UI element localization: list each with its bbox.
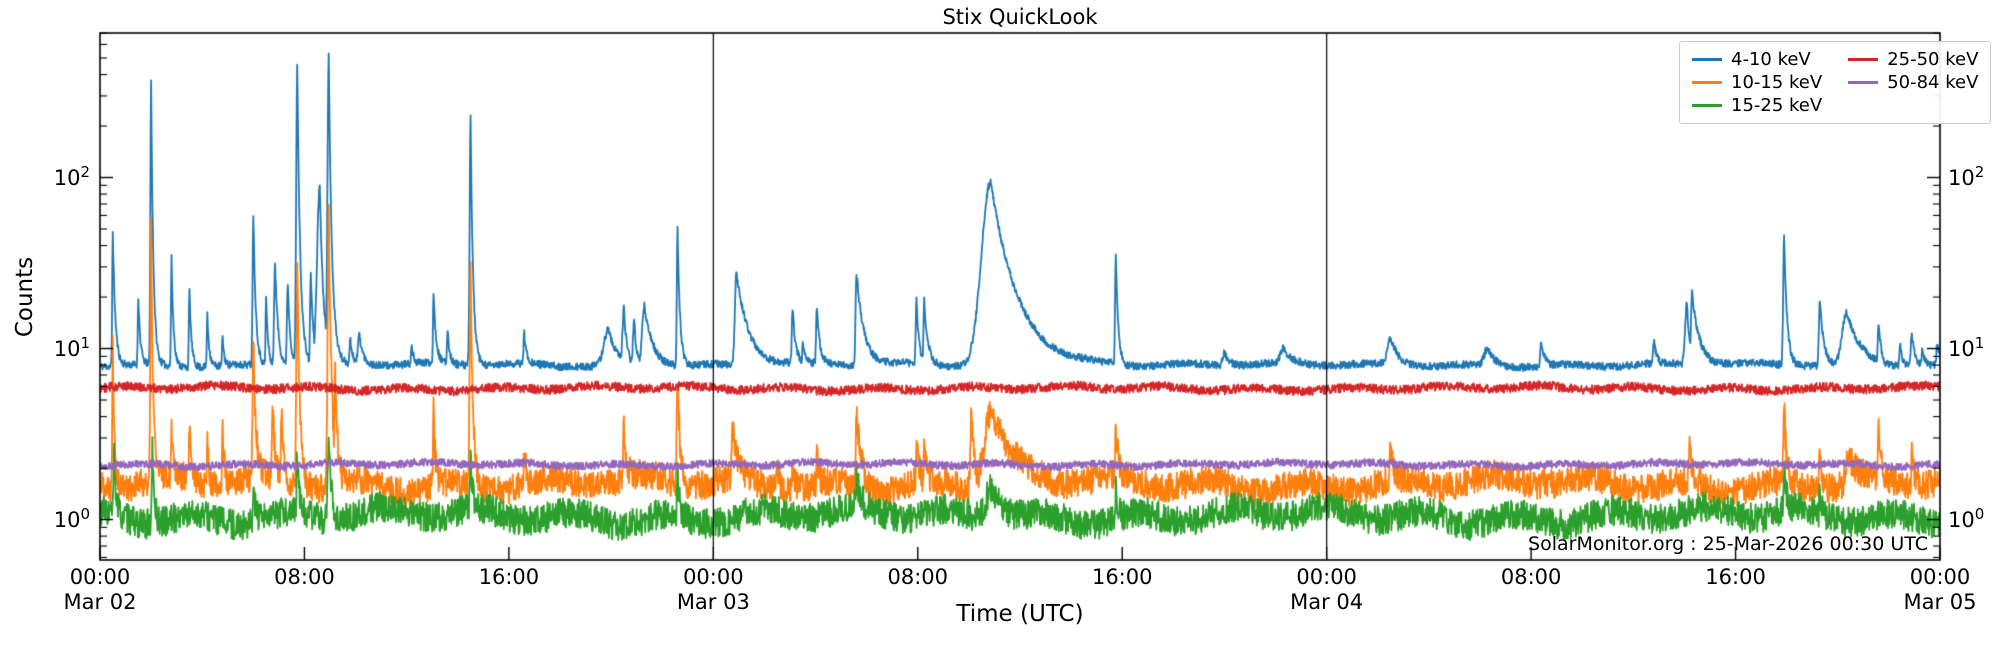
- x-tick-label: 08:00: [887, 565, 949, 589]
- legend-line-swatch: [1848, 58, 1879, 61]
- x-axis-label: Time (UTC): [956, 601, 1084, 627]
- legend-item: 50-84 keV: [1848, 72, 1978, 93]
- x-tick-date-label: Mar 03: [676, 590, 750, 614]
- legend-item: 10-15 keV: [1692, 72, 1822, 93]
- legend-line-swatch: [1692, 81, 1722, 84]
- x-tick-label: 16:00: [1091, 565, 1153, 589]
- x-tick-label: 00:00: [69, 565, 131, 589]
- legend-label: 4-10 keV: [1731, 49, 1811, 70]
- x-tick-label: 16:00: [1705, 565, 1766, 589]
- x-tick-date-label: Mar 04: [1290, 590, 1364, 614]
- legend-label: 50-84 keV: [1887, 72, 1979, 93]
- x-tick-label: 16:00: [478, 565, 540, 589]
- y-axis-label: Counts: [12, 256, 38, 338]
- legend-line-swatch: [1692, 58, 1722, 61]
- legend-item: 25-50 keV: [1848, 49, 1978, 70]
- y-tick-label: 102: [1948, 162, 1985, 190]
- y-tick-label: 101: [53, 333, 90, 361]
- y-tick-label: 101: [1948, 333, 1985, 361]
- x-tick-label: 08:00: [274, 565, 335, 589]
- source-annotation: SolarMonitor.org : 25-Mar-2026 00:30 UTC: [1528, 533, 1928, 555]
- y-tick-label: 102: [53, 162, 90, 190]
- y-tick-label: 100: [1948, 504, 1985, 532]
- legend-item: 4-10 keV: [1692, 49, 1822, 70]
- x-tick-label: 08:00: [1500, 565, 1562, 589]
- x-tick-date-label: Mar 02: [63, 590, 137, 614]
- legend-line-swatch: [1692, 104, 1722, 107]
- chart-title: Stix QuickLook: [942, 5, 1098, 29]
- x-tick-label: 00:00: [1909, 565, 1971, 589]
- legend-label: 10-15 keV: [1731, 72, 1823, 93]
- x-tick-date-label: Mar 05: [1903, 590, 1977, 614]
- legend: 4-10 keV 10-15 keV 15-25 keV 25-50 keV 50-84…: [1679, 41, 1992, 124]
- x-tick-label: 00:00: [683, 565, 744, 589]
- legend-item: 15-25 keV: [1692, 95, 1822, 116]
- legend-line-swatch: [1848, 81, 1879, 84]
- legend-label: 15-25 keV: [1731, 95, 1823, 116]
- legend-label: 25-50 keV: [1887, 49, 1979, 70]
- x-tick-label: 00:00: [1296, 565, 1357, 589]
- y-tick-label: 100: [53, 504, 90, 532]
